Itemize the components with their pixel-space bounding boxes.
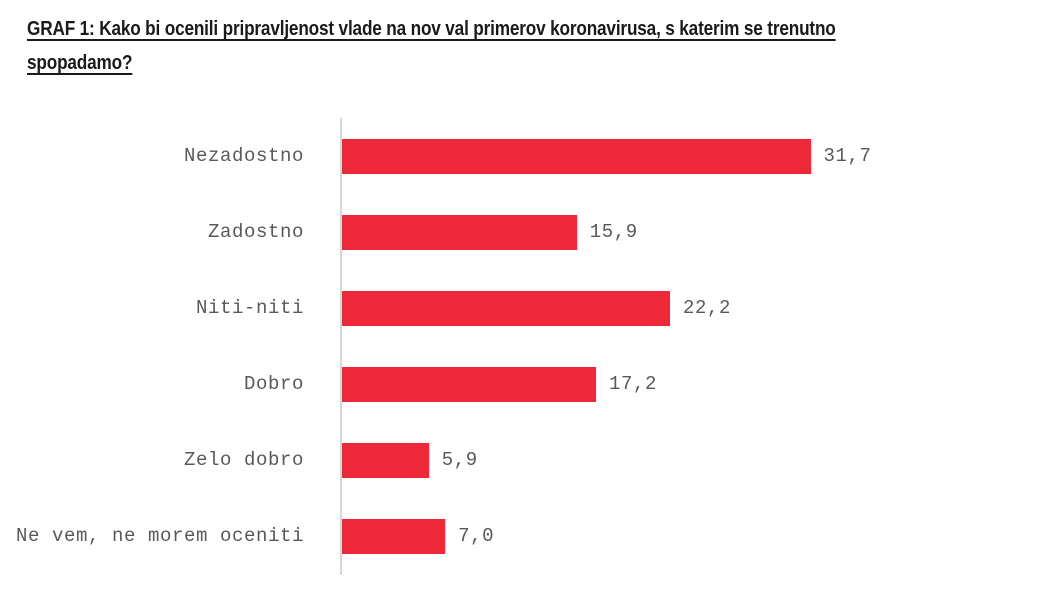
bar-row: Nezadostno 31,7 [0, 118, 1044, 194]
value-label: 22,2 [682, 297, 731, 319]
bar [341, 214, 577, 250]
category-label: Zadostno [207, 221, 304, 243]
bar-area: 5,9 [341, 442, 478, 478]
bar [341, 518, 446, 554]
bar [341, 442, 429, 478]
bar-row: Zelo dobro 5,9 [0, 422, 1044, 498]
bar-area: 31,7 [341, 138, 872, 174]
y-axis-line [340, 118, 342, 575]
bar-row: Niti-niti 22,2 [0, 270, 1044, 346]
category-label: Niti-niti [195, 297, 304, 319]
category-label: Dobro [243, 373, 304, 395]
bar-row: Dobro 17,2 [0, 346, 1044, 422]
bar-row: Ne vem, ne morem oceniti 7,0 [0, 498, 1044, 574]
category-label: Ne vem, ne morem oceniti [15, 525, 304, 547]
bar-area: 22,2 [341, 290, 731, 326]
bar-area: 15,9 [341, 214, 638, 250]
bar [341, 290, 670, 326]
bar-rows: Nezadostno 31,7 Zadostno 15,9 Niti-niti 22,2 D… [0, 118, 1044, 574]
category-label: Nezadostno [183, 145, 304, 167]
bar [341, 138, 811, 174]
bar-area: 17,2 [341, 366, 657, 402]
chart-title-line-2: spopadamo? [27, 52, 133, 74]
chart-title: GRAF 1: Kako bi ocenili pripravljenost v… [27, 12, 967, 80]
bar [341, 366, 596, 402]
chart-title-line-1: GRAF 1: Kako bi ocenili pripravljenost v… [27, 18, 836, 40]
value-label: 15,9 [589, 221, 638, 243]
value-label: 5,9 [441, 449, 478, 471]
bar-area: 7,0 [341, 518, 495, 554]
value-label: 7,0 [458, 525, 495, 547]
bar-chart: Nezadostno 31,7 Zadostno 15,9 Niti-niti 22,2 D… [0, 118, 1044, 575]
value-label: 31,7 [823, 145, 872, 167]
bar-row: Zadostno 15,9 [0, 194, 1044, 270]
category-label: Zelo dobro [183, 449, 304, 471]
value-label: 17,2 [608, 373, 657, 395]
